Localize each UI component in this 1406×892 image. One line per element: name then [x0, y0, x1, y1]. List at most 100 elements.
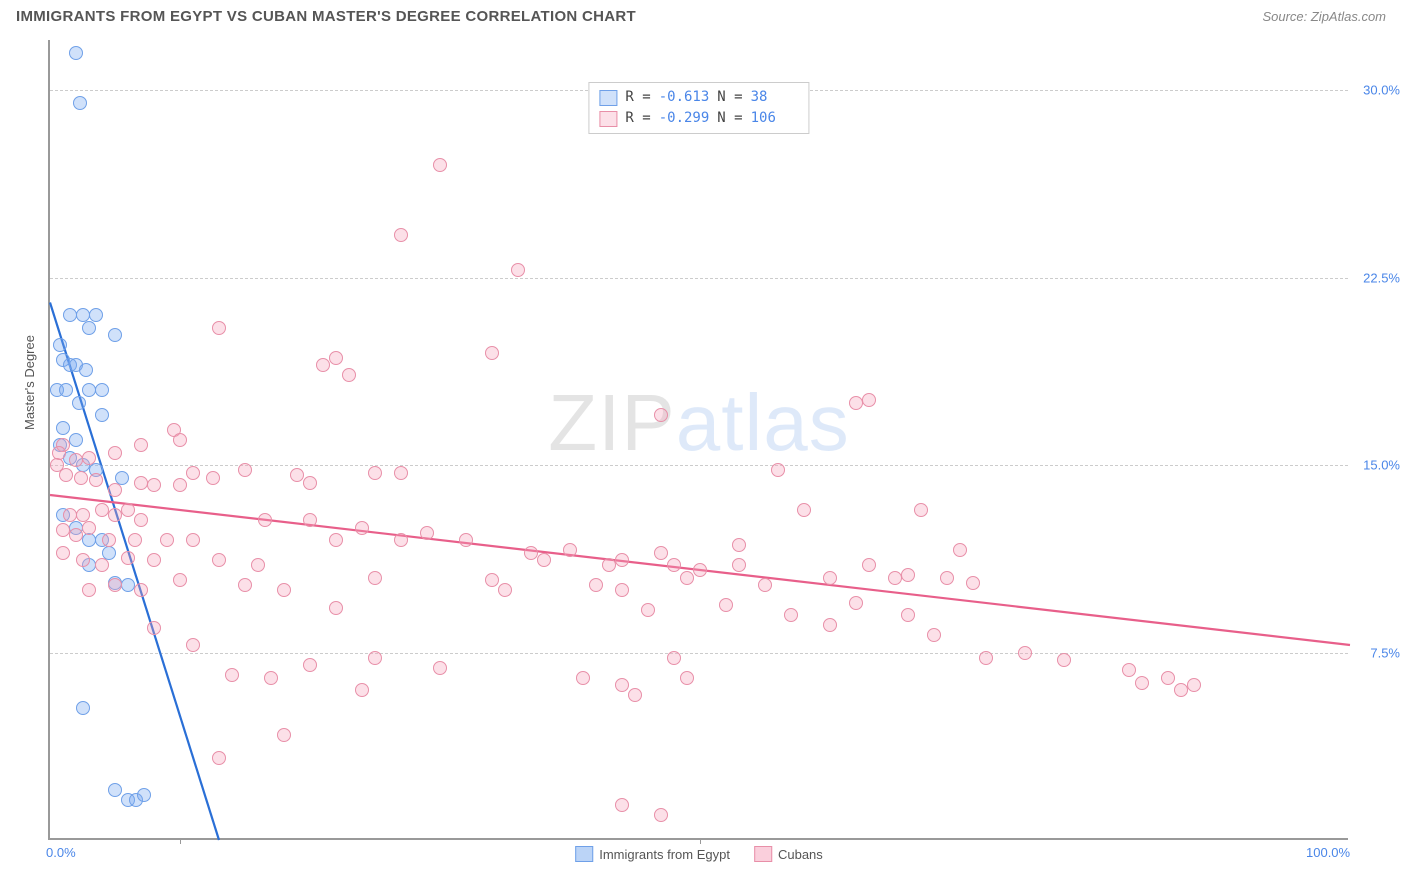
data-point	[63, 508, 77, 522]
data-point	[225, 668, 239, 682]
data-point	[927, 628, 941, 642]
legend-item: Cubans	[754, 846, 823, 862]
data-point	[1135, 676, 1149, 690]
data-point	[303, 513, 317, 527]
data-point	[212, 553, 226, 567]
data-point	[329, 533, 343, 547]
stats-row: R = -0.299 N = 106	[599, 108, 798, 129]
data-point	[79, 363, 93, 377]
data-point	[56, 546, 70, 560]
data-point	[732, 558, 746, 572]
data-point	[420, 526, 434, 540]
data-point	[901, 608, 915, 622]
data-point	[147, 621, 161, 635]
data-point	[667, 558, 681, 572]
stat-n-value: 106	[751, 108, 799, 129]
data-point	[264, 671, 278, 685]
data-point	[186, 638, 200, 652]
data-point	[290, 468, 304, 482]
data-point	[732, 538, 746, 552]
data-point	[108, 783, 122, 797]
trend-lines	[50, 40, 1350, 840]
data-point	[316, 358, 330, 372]
data-point	[680, 671, 694, 685]
data-point	[108, 446, 122, 460]
stat-n-label: N =	[717, 87, 742, 108]
data-point	[59, 468, 73, 482]
data-point	[69, 528, 83, 542]
data-point	[693, 563, 707, 577]
data-point	[485, 573, 499, 587]
data-point	[940, 571, 954, 585]
data-point	[368, 651, 382, 665]
data-point	[901, 568, 915, 582]
data-point	[147, 478, 161, 492]
data-point	[82, 521, 96, 535]
data-point	[602, 558, 616, 572]
data-point	[966, 576, 980, 590]
data-point	[160, 533, 174, 547]
data-point	[82, 583, 96, 597]
data-point	[173, 573, 187, 587]
data-point	[1018, 646, 1032, 660]
data-point	[771, 463, 785, 477]
data-point	[173, 433, 187, 447]
data-point	[1174, 683, 1188, 697]
data-point	[433, 661, 447, 675]
bottom-legend: Immigrants from Egypt Cubans	[575, 846, 823, 862]
data-point	[589, 578, 603, 592]
legend-label: Cubans	[778, 847, 823, 862]
data-point	[277, 583, 291, 597]
data-point	[89, 473, 103, 487]
data-point	[511, 263, 525, 277]
y-tick-label: 15.0%	[1352, 458, 1400, 473]
data-point	[76, 553, 90, 567]
data-point	[537, 553, 551, 567]
data-point	[121, 503, 135, 517]
data-point	[758, 578, 772, 592]
data-point	[53, 338, 67, 352]
data-point	[108, 328, 122, 342]
data-point	[69, 433, 83, 447]
data-point	[277, 728, 291, 742]
data-point	[394, 228, 408, 242]
data-point	[121, 578, 135, 592]
data-point	[368, 466, 382, 480]
data-point	[329, 351, 343, 365]
data-point	[355, 683, 369, 697]
y-axis-label: Master's Degree	[22, 335, 37, 430]
data-point	[59, 383, 73, 397]
data-point	[433, 158, 447, 172]
data-point	[121, 551, 135, 565]
data-point	[108, 483, 122, 497]
data-point	[459, 533, 473, 547]
data-point	[134, 513, 148, 527]
y-tick-label: 22.5%	[1352, 270, 1400, 285]
data-point	[134, 438, 148, 452]
data-point	[823, 571, 837, 585]
y-tick-label: 30.0%	[1352, 83, 1400, 98]
data-point	[69, 453, 83, 467]
data-point	[72, 396, 86, 410]
data-point	[953, 543, 967, 557]
data-point	[206, 471, 220, 485]
data-point	[654, 546, 668, 560]
data-point	[914, 503, 928, 517]
data-point	[95, 383, 109, 397]
data-point	[329, 601, 343, 615]
data-point	[485, 346, 499, 360]
data-point	[719, 598, 733, 612]
chart-header: IMMIGRANTS FROM EGYPT VS CUBAN MASTER'S …	[0, 0, 1406, 29]
data-point	[654, 808, 668, 822]
data-point	[147, 553, 161, 567]
stat-r-label: R =	[625, 87, 650, 108]
data-point	[563, 543, 577, 557]
data-point	[849, 596, 863, 610]
data-point	[1122, 663, 1136, 677]
data-point	[979, 651, 993, 665]
x-tick-label: 0.0%	[46, 845, 76, 860]
stat-n-value: 38	[751, 87, 799, 108]
legend-item: Immigrants from Egypt	[575, 846, 730, 862]
data-point	[186, 466, 200, 480]
data-point	[641, 603, 655, 617]
